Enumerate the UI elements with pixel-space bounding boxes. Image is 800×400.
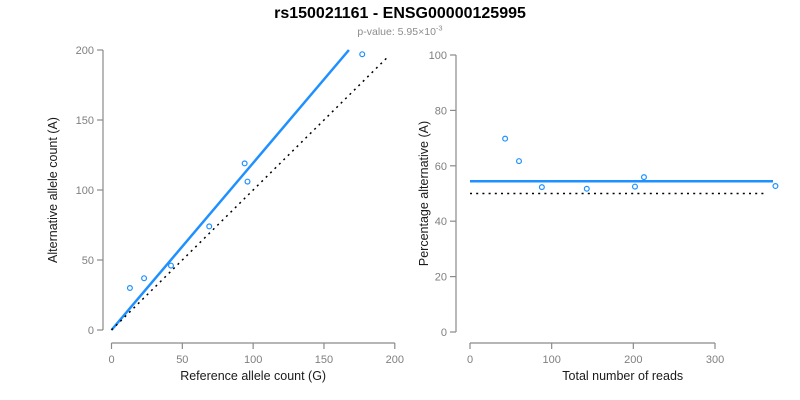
pvalue-exponent: -3 (435, 23, 443, 33)
data-point (244, 178, 251, 185)
data-point (772, 183, 779, 190)
data-point (640, 174, 647, 181)
plot-title: rs150021161 - ENSG00000125995 (274, 5, 526, 22)
y-tick-label: 150 (76, 115, 94, 127)
x-tick-label: 100 (542, 354, 560, 366)
identity-line (110, 55, 390, 331)
data-point (167, 262, 174, 269)
left-panel: 0 50 100 150 200 0 50 100 150 200 Reference allele… (46, 45, 404, 383)
y-tick-label: 40 (435, 216, 447, 228)
x-tick-label: 150 (315, 354, 333, 366)
data-point (583, 185, 590, 192)
y-tick-label: 0 (88, 325, 94, 337)
x-tick-label: 300 (706, 354, 724, 366)
data-point (126, 285, 133, 292)
y-tick-label: 200 (76, 45, 94, 57)
plot-subtitle: p-value: 5.95×10-3 (0, 23, 800, 38)
x-axis-title: Total number of reads (562, 369, 683, 383)
x-tick-label: 0 (467, 354, 473, 366)
y-tick-label: 100 (429, 50, 447, 62)
data-point (241, 160, 248, 167)
x-tick-label: 200 (386, 354, 404, 366)
pvalue-prefix: p-value: (357, 26, 398, 38)
x-tick-label: 50 (176, 354, 188, 366)
y-tick-label: 60 (435, 161, 447, 173)
data-point (206, 223, 213, 230)
data-point (631, 183, 638, 190)
pvalue-mantissa: 5.95×10 (397, 26, 436, 38)
x-tick-label: 200 (624, 354, 642, 366)
data-point (538, 184, 545, 191)
x-tick-label: 0 (108, 354, 114, 366)
y-tick-label: 100 (76, 185, 94, 197)
data-point (502, 135, 509, 142)
y-tick-label: 20 (435, 272, 447, 284)
y-axis-title: Alternative allele count (A) (46, 117, 60, 263)
y-tick-label: 0 (441, 327, 447, 339)
y-axis-title: Percentage alternative (A) (417, 121, 431, 266)
x-tick-label: 100 (244, 354, 262, 366)
data-point (359, 51, 366, 58)
y-tick-label: 50 (82, 255, 94, 267)
data-point (516, 158, 523, 165)
data-point (141, 275, 148, 282)
y-tick-label: 80 (435, 105, 447, 117)
x-axis-title: Reference allele count (G) (180, 369, 326, 383)
fitted-line (110, 49, 350, 331)
